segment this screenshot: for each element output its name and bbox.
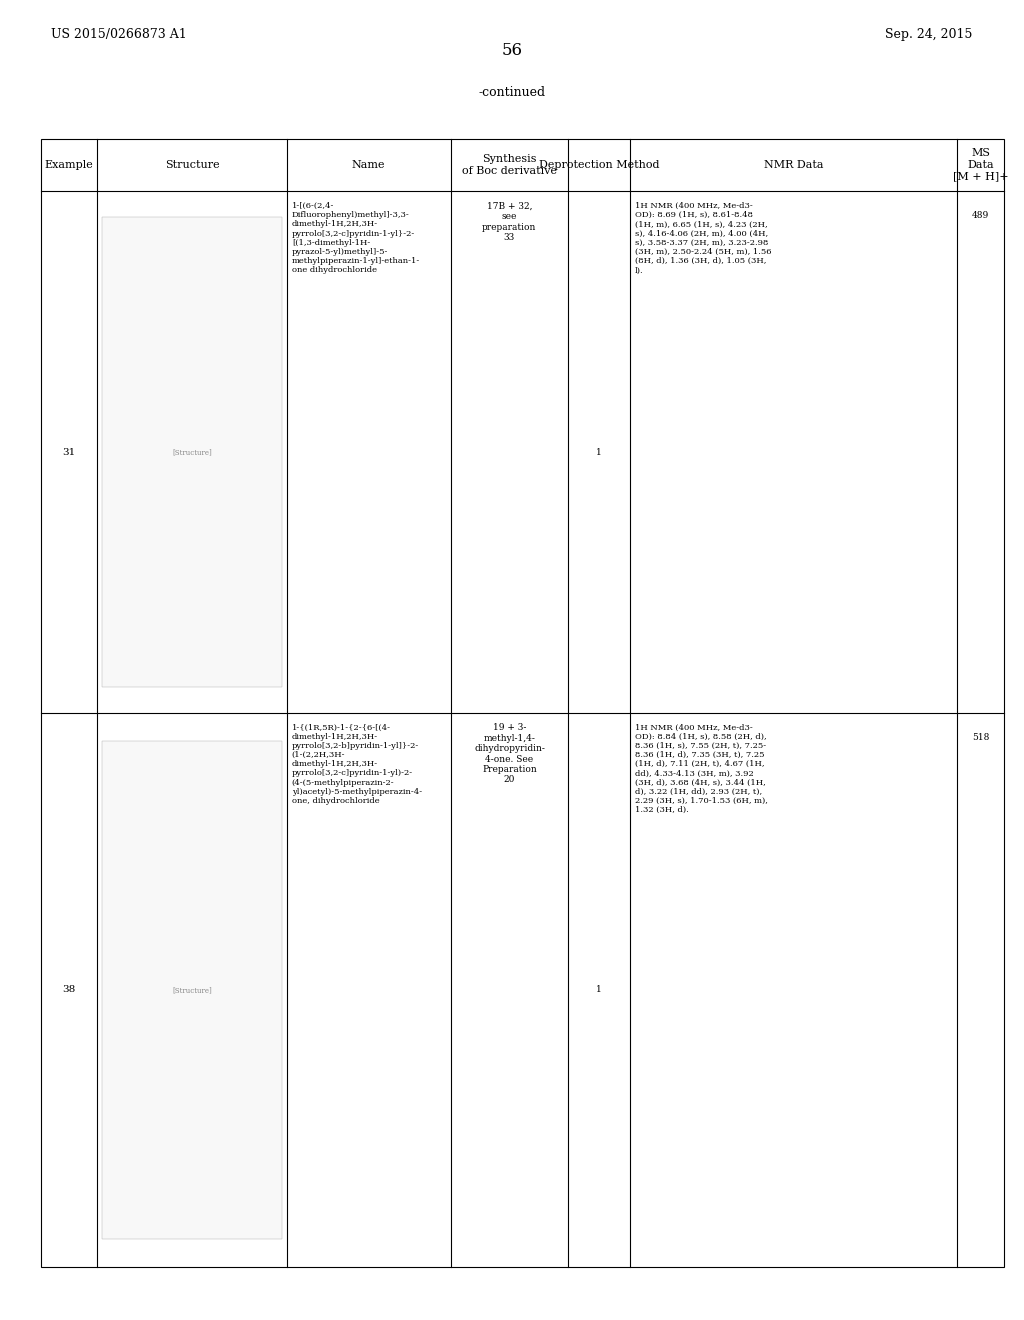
Text: -continued: -continued xyxy=(478,86,546,99)
Text: Synthesis
of Boc derivative: Synthesis of Boc derivative xyxy=(462,154,557,176)
Bar xyxy=(102,741,282,1239)
Text: 1-{(1R,5R)-1-{2-{6-[(4-
dimethyl-1H,2H,3H-
pyrrolo[3,2-b]pyridin-1-yl]}-2-
(1-(2: 1-{(1R,5R)-1-{2-{6-[(4- dimethyl-1H,2H,3… xyxy=(292,723,422,805)
Text: 1: 1 xyxy=(596,447,602,457)
Text: US 2015/0266873 A1: US 2015/0266873 A1 xyxy=(51,28,187,41)
Text: Structure: Structure xyxy=(165,160,219,170)
Text: Deprotection Method: Deprotection Method xyxy=(539,160,659,170)
Text: [Structure]: [Structure] xyxy=(172,447,212,457)
Text: MS
Data
[M + H]+: MS Data [M + H]+ xyxy=(952,148,1009,182)
Text: 1: 1 xyxy=(596,986,602,994)
Text: 38: 38 xyxy=(62,986,76,994)
Text: 31: 31 xyxy=(62,447,76,457)
Text: 56: 56 xyxy=(502,42,522,58)
Bar xyxy=(41,139,1004,1267)
Text: 1-[(6-(2,4-
Difluorophenyl)methyl]-3,3-
dimethyl-1H,2H,3H-
pyrrolo[3,2-c]pyridin: 1-[(6-(2,4- Difluorophenyl)methyl]-3,3- … xyxy=(292,202,420,275)
Bar xyxy=(102,218,282,686)
Text: Name: Name xyxy=(352,160,385,170)
Text: 17B + 32,
see
preparation
33: 17B + 32, see preparation 33 xyxy=(482,202,537,242)
Text: 19 + 3-
methyl-1,4-
dihydropyridin-
4-one. See
Preparation
20: 19 + 3- methyl-1,4- dihydropyridin- 4-on… xyxy=(474,723,545,784)
Text: NMR Data: NMR Data xyxy=(764,160,823,170)
Text: Sep. 24, 2015: Sep. 24, 2015 xyxy=(886,28,973,41)
Text: [Structure]: [Structure] xyxy=(172,986,212,994)
Text: 1H NMR (400 MHz, Me-d3-
OD): 8.69 (1H, s), 8.61-8.48
(1H, m), 6.65 (1H, s), 4.23: 1H NMR (400 MHz, Me-d3- OD): 8.69 (1H, s… xyxy=(635,202,771,275)
Text: 489: 489 xyxy=(972,211,989,220)
Text: 518: 518 xyxy=(972,733,989,742)
Text: 1H NMR (400 MHz, Me-d3-
OD): 8.84 (1H, s), 8.58 (2H, d),
8.36 (1H, s), 7.55 (2H,: 1H NMR (400 MHz, Me-d3- OD): 8.84 (1H, s… xyxy=(635,723,768,814)
Text: Example: Example xyxy=(45,160,93,170)
